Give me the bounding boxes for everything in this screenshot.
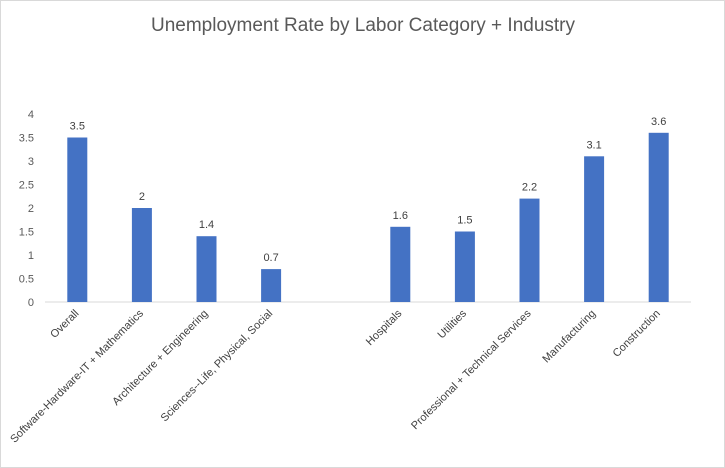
- bar: [584, 156, 605, 302]
- data-label: 3.6: [651, 116, 666, 128]
- data-label: 2: [139, 191, 145, 203]
- data-label: 1.5: [457, 215, 472, 227]
- y-tick-label: 3.5: [19, 133, 34, 145]
- y-tick-label: 2: [28, 203, 34, 215]
- y-tick-label: 1.5: [19, 227, 34, 239]
- x-tick-label: Software-Hardware-IT + Mathematics: [8, 307, 146, 445]
- data-label: 3.5: [70, 121, 85, 133]
- y-axis: 0 0.5 1 1.5 2 2.5 3 3.5 4: [19, 109, 34, 309]
- bar: [131, 208, 152, 302]
- data-label: 1.6: [393, 210, 408, 222]
- bar: [261, 269, 282, 302]
- x-tick-label: Manufacturing: [540, 308, 598, 366]
- x-tick-label: Professional + Technical Services: [409, 307, 534, 432]
- chart-title: Unemployment Rate by Labor Category + In…: [151, 15, 576, 36]
- y-tick-label: 1: [28, 250, 34, 262]
- bar: [196, 236, 217, 302]
- data-label: 2.2: [522, 182, 537, 194]
- bars: [67, 132, 669, 302]
- y-tick-label: 4: [28, 109, 34, 121]
- y-tick-label: 2.5: [19, 180, 34, 192]
- x-tick-label: Hospitals: [364, 307, 405, 348]
- bar: [454, 231, 475, 302]
- data-label: 1.4: [199, 219, 214, 231]
- data-label: 3.1: [586, 139, 601, 151]
- x-tick-label: Construction: [611, 308, 663, 360]
- data-labels: 3.5 2 1.4 0.7 1.6 1.5 2.2 3.1 3.6: [70, 116, 667, 264]
- y-tick-label: 0: [28, 297, 34, 309]
- bar: [67, 137, 88, 302]
- x-tick-label: Sciences--Life, Physical, Social: [159, 308, 276, 425]
- bar: [648, 132, 669, 302]
- bar: [519, 198, 540, 302]
- data-label: 0.7: [263, 252, 278, 264]
- x-tick-label: Utilities: [435, 307, 469, 341]
- y-tick-label: 3: [28, 156, 34, 168]
- x-tick-label: Overall: [48, 308, 81, 341]
- bar: [390, 226, 411, 302]
- y-tick-label: 0.5: [19, 274, 34, 286]
